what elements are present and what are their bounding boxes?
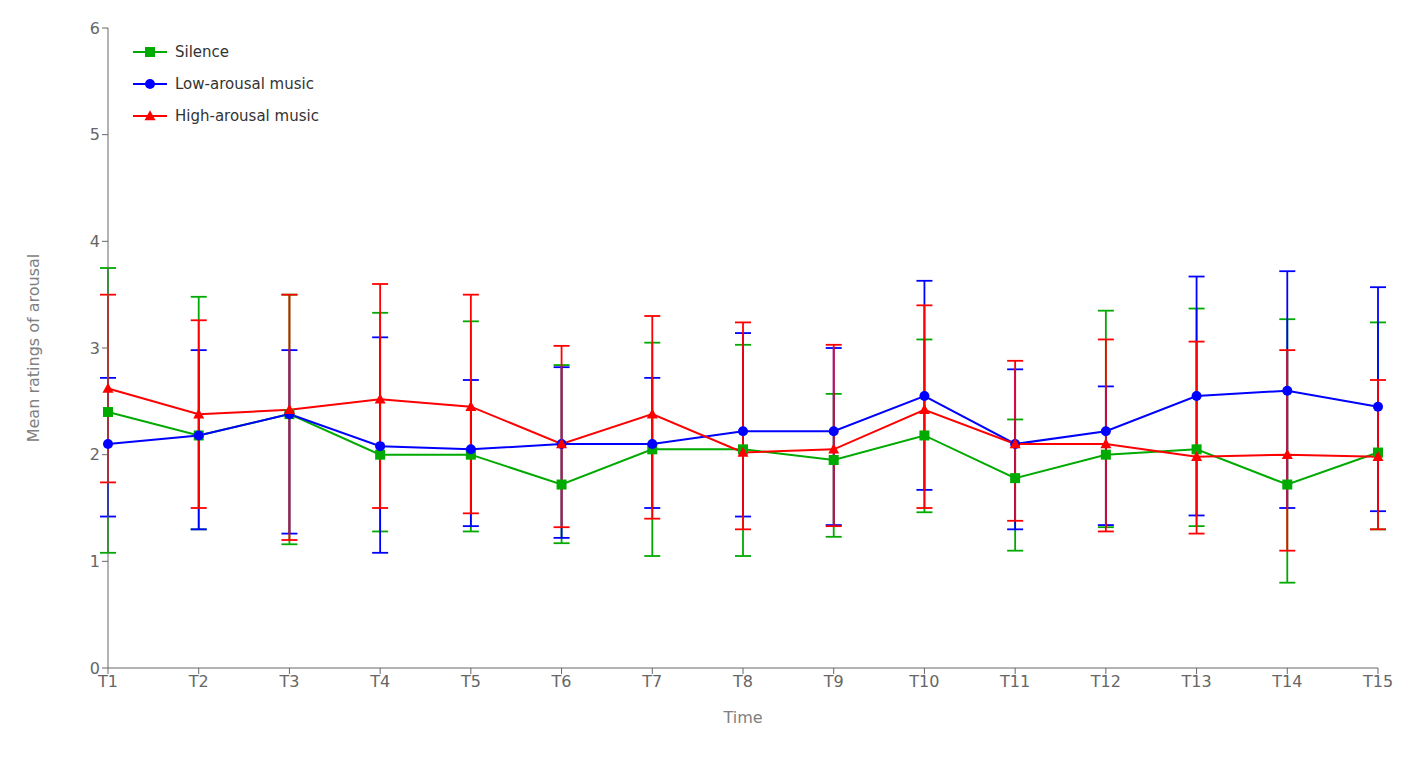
svg-text:Time: Time xyxy=(722,708,762,727)
svg-text:T4: T4 xyxy=(369,672,390,691)
svg-text:T11: T11 xyxy=(999,672,1030,691)
svg-text:4: 4 xyxy=(90,232,100,251)
svg-text:Mean ratings of arousal: Mean ratings of arousal xyxy=(24,254,43,443)
svg-text:T10: T10 xyxy=(908,672,939,691)
svg-text:3: 3 xyxy=(90,339,100,358)
html-text:Silence: Silence xyxy=(175,43,230,61)
svg-text:6: 6 xyxy=(90,19,100,38)
svg-text:T6: T6 xyxy=(551,672,572,691)
svg-text:T12: T12 xyxy=(1090,672,1121,691)
svg-text:T3: T3 xyxy=(278,672,299,691)
html-text:Low-arousal music: Low-arousal music xyxy=(175,75,314,93)
svg-text:T9: T9 xyxy=(823,672,844,691)
html-text:High-arousal music: High-arousal music xyxy=(175,107,319,125)
svg-text:T13: T13 xyxy=(1181,672,1212,691)
svg-text:5: 5 xyxy=(90,125,100,144)
svg-text:2: 2 xyxy=(90,445,100,464)
svg-text:1: 1 xyxy=(90,552,100,571)
svg-text:T14: T14 xyxy=(1271,672,1302,691)
svg-text:T5: T5 xyxy=(460,672,481,691)
svg-text:T7: T7 xyxy=(641,672,662,691)
svg-text:0: 0 xyxy=(90,659,100,678)
svg-text:T8: T8 xyxy=(732,672,753,691)
svg-text:T15: T15 xyxy=(1362,672,1393,691)
svg-text:T1: T1 xyxy=(97,672,118,691)
svg-text:T2: T2 xyxy=(188,672,209,691)
